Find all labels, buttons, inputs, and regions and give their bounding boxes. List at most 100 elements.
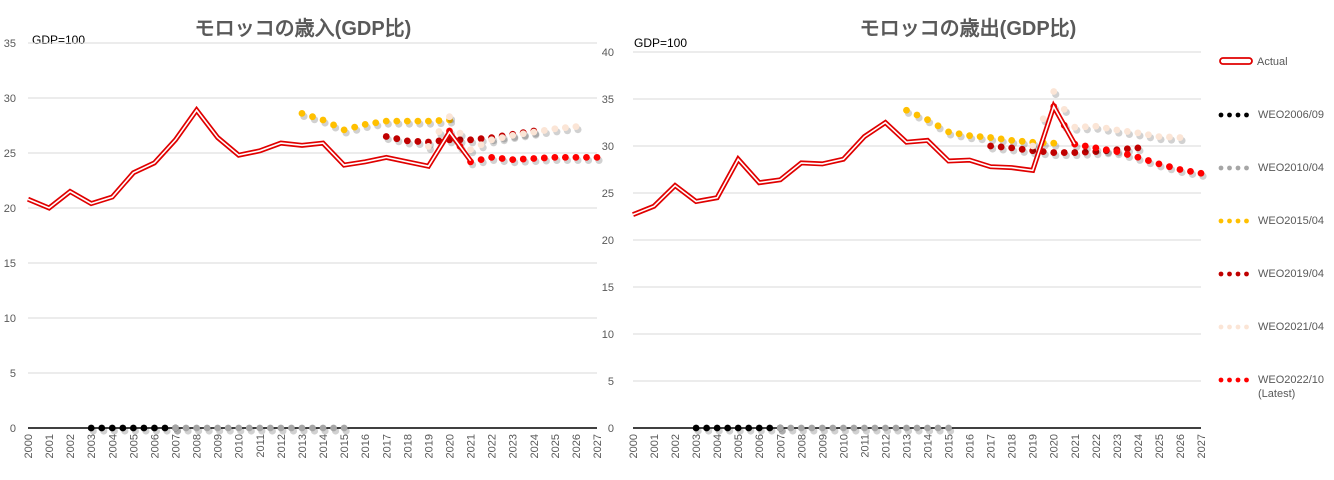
data-point <box>224 424 232 432</box>
x-tick-label: 2022 <box>487 434 499 458</box>
x-tick-label: 2022 <box>1091 434 1103 458</box>
data-point <box>488 154 496 161</box>
legend-dot-icon <box>1235 377 1241 383</box>
x-tick-label: 2001 <box>649 434 661 458</box>
unit-label: GDP=100 <box>634 36 687 50</box>
legend-item: Actual <box>1219 56 1288 68</box>
x-tick-label: 2001 <box>44 434 56 458</box>
x-tick-label: 2009 <box>817 434 829 458</box>
data-point <box>340 424 348 432</box>
data-point <box>1134 144 1142 152</box>
x-tick-label: 2018 <box>402 434 414 458</box>
x-tick-label: 2021 <box>466 434 478 458</box>
data-point <box>1050 139 1058 147</box>
data-point <box>319 424 327 432</box>
series-weo2015-04 <box>298 110 456 137</box>
data-point <box>129 424 137 432</box>
series-weo2015-04 <box>903 106 1060 150</box>
legend-dot-icon <box>1218 324 1224 330</box>
unit-label: GDP=100 <box>32 33 85 47</box>
x-tick-label: 2009 <box>213 434 225 458</box>
x-tick-label: 2007 <box>775 434 787 458</box>
x-tick-label: 2000 <box>628 434 640 458</box>
data-point <box>945 424 952 432</box>
data-point <box>1187 167 1194 175</box>
data-point <box>934 424 942 432</box>
series-weo2021-04 <box>1029 88 1186 153</box>
data-point <box>435 128 443 135</box>
x-tick-label: 2019 <box>1028 434 1040 458</box>
legend-item: WEO2010/04 <box>1218 162 1324 174</box>
x-tick-label: 2002 <box>65 434 77 458</box>
x-tick-label: 2011 <box>859 434 871 458</box>
x-tick-label: 2026 <box>1175 434 1187 458</box>
data-point <box>987 142 995 150</box>
legend-dot-icon <box>1218 112 1224 118</box>
data-point <box>382 133 390 140</box>
data-point <box>467 136 474 144</box>
actual-line-outer <box>632 100 1077 217</box>
data-point <box>1155 133 1163 141</box>
x-tick-label: 2015 <box>339 434 351 458</box>
x-tick-label: 2024 <box>1133 434 1145 458</box>
y-tick-label: 30 <box>602 141 614 153</box>
data-point <box>1039 115 1047 123</box>
data-point <box>172 424 179 432</box>
data-point <box>1071 149 1079 156</box>
data-point <box>1008 136 1016 144</box>
legend-dot-icon <box>1235 218 1241 224</box>
legend-item: WEO2006/09 <box>1218 109 1324 121</box>
series-weo2010-04 <box>776 424 955 435</box>
y-tick-label: 5 <box>10 368 16 380</box>
data-point <box>151 424 158 432</box>
data-point <box>1008 144 1016 152</box>
data-point <box>924 424 931 432</box>
data-point <box>1060 105 1068 113</box>
x-tick-label: 2008 <box>192 434 204 458</box>
data-point <box>1102 124 1110 132</box>
data-point <box>203 424 211 432</box>
legend-label: Actual <box>1257 56 1288 68</box>
data-point <box>235 424 243 432</box>
y-tick-label: 25 <box>4 148 16 160</box>
x-tick-label: 2019 <box>423 434 435 458</box>
data-point <box>1081 123 1089 131</box>
data-point <box>1071 123 1079 131</box>
data-point <box>787 424 795 432</box>
x-tick-label: 2010 <box>838 434 850 458</box>
data-point <box>703 424 711 432</box>
legend-dot-icon <box>1218 165 1224 171</box>
legend-line-icon <box>1219 57 1253 65</box>
series-weo2022-10 <box>446 127 603 169</box>
x-tick-label: 2011 <box>255 434 267 458</box>
data-point <box>755 424 763 432</box>
data-point <box>882 424 889 432</box>
data-point <box>713 424 721 432</box>
y-tick-label: 35 <box>602 94 614 106</box>
data-point <box>808 424 816 432</box>
legend-label: WEO2021/04 <box>1258 321 1324 333</box>
data-point <box>288 424 295 432</box>
data-point <box>530 128 538 136</box>
data-point <box>1123 145 1131 153</box>
data-point <box>309 113 316 121</box>
data-point <box>1176 166 1184 173</box>
legend-dot-icon <box>1235 165 1241 171</box>
data-point <box>425 143 432 150</box>
series-weo2021-04 <box>425 113 582 157</box>
data-point <box>414 117 422 125</box>
data-point <box>498 134 506 142</box>
y-tick-label: 0 <box>608 423 614 435</box>
legend-dot-icon <box>1218 271 1224 277</box>
legend-label: WEO2022/10 <box>1258 374 1324 386</box>
actual-line-inner <box>632 104 1076 216</box>
data-point <box>467 146 474 154</box>
y-tick-label: 30 <box>4 93 16 105</box>
data-point <box>1113 148 1121 156</box>
series-actual <box>27 105 473 211</box>
legend-note: (Latest) <box>1258 388 1295 400</box>
series-weo2006-09 <box>692 424 786 435</box>
legend-dot-icon <box>1235 112 1241 118</box>
data-point <box>1092 144 1100 152</box>
